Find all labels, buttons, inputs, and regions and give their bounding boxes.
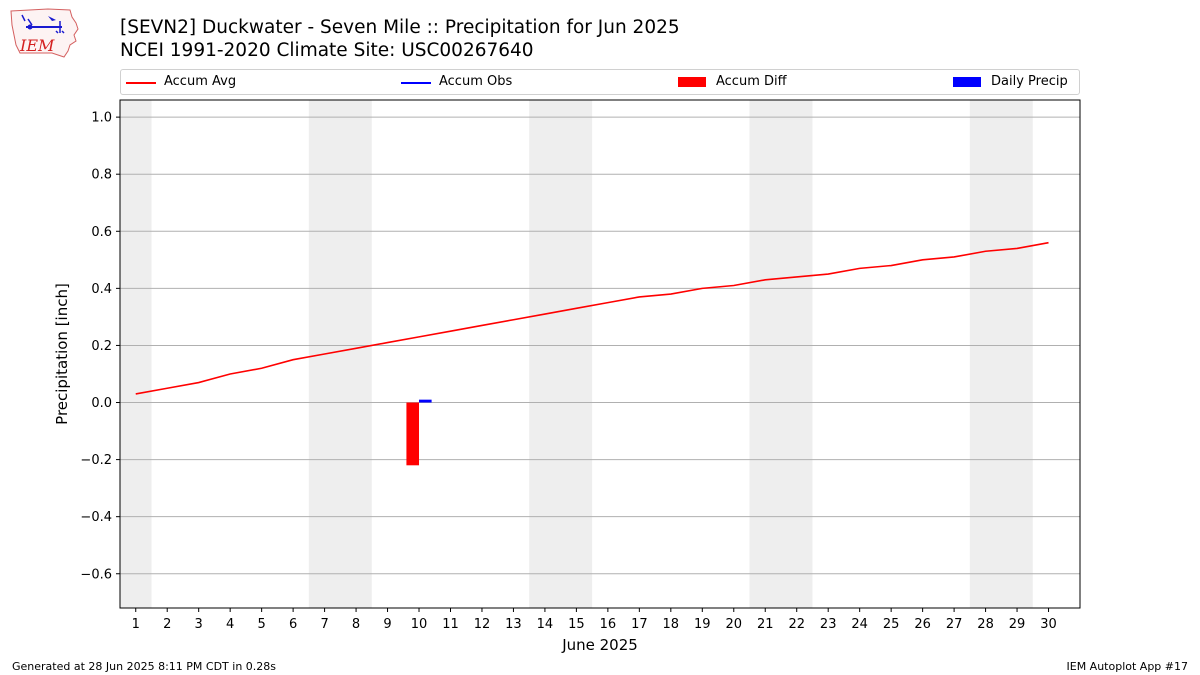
y-tick-label: 0.6 xyxy=(91,225,112,240)
legend-label-accum-avg: Accum Avg xyxy=(164,74,237,89)
x-tick-label: 30 xyxy=(1040,617,1057,632)
legend-label-daily-precip: Daily Precip xyxy=(991,74,1068,89)
weekend-shade-2 xyxy=(529,100,593,608)
logo-text: IEM xyxy=(19,36,55,55)
y-tick-label: 0.2 xyxy=(91,339,112,354)
x-tick-label: 19 xyxy=(694,617,711,632)
x-tick-label: 16 xyxy=(600,617,617,632)
x-tick-label: 15 xyxy=(568,617,585,632)
legend-swatch-accum-avg xyxy=(126,82,156,84)
footer-generated: Generated at 28 Jun 2025 8:11 PM CDT in … xyxy=(12,660,277,673)
x-tick-label: 25 xyxy=(883,617,900,632)
legend-swatch-accum-obs xyxy=(401,82,431,84)
x-tick-label: 13 xyxy=(505,617,522,632)
x-tick-label: 11 xyxy=(442,617,459,632)
legend-label-accum-diff: Accum Diff xyxy=(716,74,787,89)
legend-label-accum-obs: Accum Obs xyxy=(439,74,513,89)
x-tick-label: 9 xyxy=(383,617,391,632)
x-tick-label: 29 xyxy=(1009,617,1026,632)
weekend-shade-0 xyxy=(120,100,152,608)
chart-title: [SEVN2] Duckwater - Seven Mile :: Precip… xyxy=(120,17,680,38)
x-tick-label: 1 xyxy=(132,617,140,632)
x-tick-label: 17 xyxy=(631,617,648,632)
x-tick-label: 3 xyxy=(195,617,203,632)
bar-accum-diff xyxy=(406,402,420,466)
y-axis-label: Precipitation [inch] xyxy=(53,283,71,425)
line-accum-avg xyxy=(135,241,1049,395)
weekend-shade-3 xyxy=(749,100,813,608)
x-tick-label: 2 xyxy=(163,617,171,632)
x-tick-label: 24 xyxy=(851,617,868,632)
iem-logo: IEM xyxy=(10,8,79,58)
legend-swatch-accum-diff xyxy=(678,77,706,87)
y-tick-label: −0.4 xyxy=(80,510,112,525)
x-tick-label: 8 xyxy=(352,617,360,632)
footer-app: IEM Autoplot App #17 xyxy=(1066,660,1189,673)
x-tick-label: 23 xyxy=(820,617,837,632)
x-tick-label: 20 xyxy=(725,617,742,632)
weekend-shade-4 xyxy=(969,100,1033,608)
x-tick-label: 12 xyxy=(474,617,491,632)
weekend-shade-1 xyxy=(308,100,372,608)
y-tick-label: 0.4 xyxy=(91,282,112,297)
x-tick-label: 4 xyxy=(226,617,234,632)
y-tick-label: 0.0 xyxy=(91,396,112,411)
y-tick-label: −0.6 xyxy=(80,567,112,582)
y-tick-label: −0.2 xyxy=(80,453,112,468)
x-tick-label: 7 xyxy=(320,617,328,632)
legend: Accum Avg Accum Obs Accum Diff Daily Pre… xyxy=(120,69,1080,95)
x-axis-label: June 2025 xyxy=(561,636,638,654)
x-tick-label: 6 xyxy=(289,617,297,632)
y-tick-label: 1.0 xyxy=(91,111,112,126)
x-tick-label: 27 xyxy=(946,617,963,632)
x-tick-label: 26 xyxy=(914,617,931,632)
x-tick-label: 21 xyxy=(757,617,774,632)
x-tick-label: 22 xyxy=(788,617,805,632)
x-tick-label: 14 xyxy=(537,617,554,632)
x-tick-label: 18 xyxy=(663,617,680,632)
x-tick-label: 10 xyxy=(411,617,428,632)
bar-daily-precip xyxy=(419,399,432,403)
x-tick-label: 5 xyxy=(257,617,265,632)
legend-swatch-daily-precip xyxy=(953,77,981,87)
chart-subtitle: NCEI 1991-2020 Climate Site: USC00267640 xyxy=(120,40,534,61)
x-tick-label: 28 xyxy=(977,617,994,632)
plot-frame xyxy=(119,99,1081,609)
y-tick-label: 0.8 xyxy=(91,168,112,183)
